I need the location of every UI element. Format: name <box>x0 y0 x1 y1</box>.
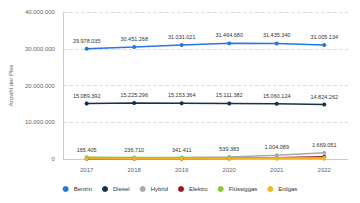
svg-text:Anzahl der Pkw: Anzahl der Pkw <box>8 64 14 106</box>
svg-text:15.225.296: 15.225.296 <box>120 92 148 98</box>
svg-text:40.000.000: 40.000.000 <box>25 9 56 15</box>
svg-text:0: 0 <box>52 156 56 162</box>
svg-text:2022: 2022 <box>318 167 332 173</box>
svg-text:29.978.035: 29.978.035 <box>73 38 101 44</box>
svg-text:31.031.021: 31.031.021 <box>168 34 196 40</box>
svg-text:1.004.089: 1.004.089 <box>264 144 288 150</box>
svg-text:Diesel: Diesel <box>113 186 130 192</box>
svg-text:Elektro: Elektro <box>189 186 208 192</box>
svg-text:2018: 2018 <box>128 167 142 173</box>
svg-text:15.153.364: 15.153.364 <box>168 92 196 98</box>
svg-text:14.824.262: 14.824.262 <box>310 94 338 100</box>
svg-text:15.111.382: 15.111.382 <box>216 92 243 98</box>
svg-text:15.060.124: 15.060.124 <box>263 93 291 99</box>
svg-text:Flüssiggas: Flüssiggas <box>229 186 258 192</box>
svg-text:Benzin: Benzin <box>74 186 92 192</box>
svg-text:2020: 2020 <box>223 167 237 173</box>
svg-text:341.411: 341.411 <box>172 147 191 153</box>
svg-text:30.000.000: 30.000.000 <box>25 46 56 52</box>
svg-text:Erdgas: Erdgas <box>278 186 297 192</box>
svg-text:2017: 2017 <box>80 167 94 173</box>
svg-text:10.000.000: 10.000.000 <box>25 119 56 125</box>
svg-text:539.383: 539.383 <box>219 146 239 152</box>
svg-text:2019: 2019 <box>175 167 189 173</box>
svg-text:31.005.134: 31.005.134 <box>310 34 338 40</box>
svg-text:30.451.268: 30.451.268 <box>120 36 148 42</box>
svg-text:15.089.392: 15.089.392 <box>73 93 101 99</box>
svg-text:31.435.340: 31.435.340 <box>263 32 291 38</box>
svg-text:165.405: 165.405 <box>77 147 97 153</box>
svg-text:236.710: 236.710 <box>124 147 144 153</box>
svg-text:2021: 2021 <box>270 167 284 173</box>
svg-text:20.000.000: 20.000.000 <box>25 83 56 89</box>
svg-text:1.669.051: 1.669.051 <box>312 142 336 148</box>
svg-text:31.464.680: 31.464.680 <box>215 32 243 38</box>
svg-text:Hybrid: Hybrid <box>151 186 168 192</box>
